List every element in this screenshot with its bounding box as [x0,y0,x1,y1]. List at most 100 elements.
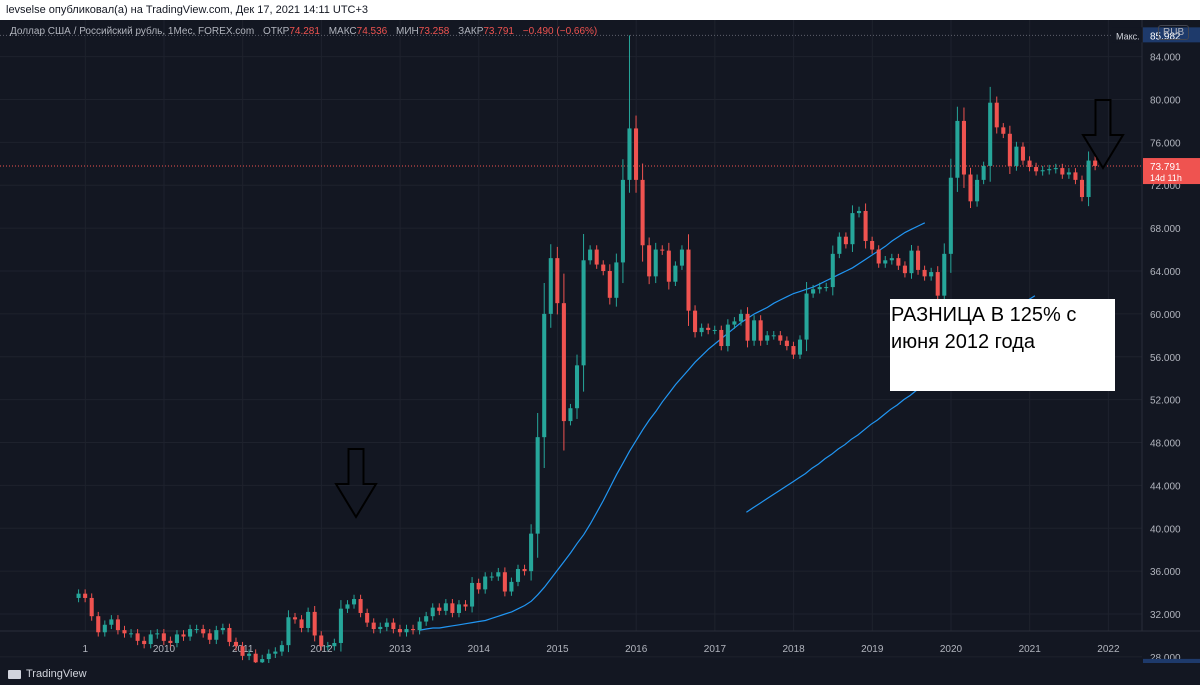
candle-body [942,253,947,296]
candle-body [725,324,730,347]
candle-body [581,260,586,366]
last-price-value: 73.791 [1150,162,1181,173]
candle-body [358,599,363,613]
candle-body [647,245,652,277]
candle-body [732,321,737,325]
x-tick-label: 2014 [468,644,491,655]
candle-body [666,250,671,282]
candle-body [351,599,357,605]
y-tick-label: 56.000 [1150,353,1181,364]
y-tick-label: 28.000 [1150,653,1181,663]
candle-body [247,653,252,656]
candle-body [397,629,402,633]
candle-body [76,593,81,598]
candle-body [817,287,822,290]
candle-body [391,622,396,630]
open-value: 74.281 [289,26,320,37]
candle-body [706,327,711,330]
y-tick-label: 68.000 [1150,224,1181,235]
candle-body [902,265,907,274]
candle-body [443,603,448,611]
candle-body [935,272,940,296]
candle-body [784,340,789,347]
candle-body [1047,169,1052,171]
min-price-value-bg [1143,658,1200,663]
moving-average-short [419,222,926,631]
candle-body [922,269,927,277]
candle-body [778,335,783,341]
candle-body [483,576,488,590]
candle-body [863,210,868,241]
candle-body [148,634,153,645]
max-price-tag-bg [1112,27,1142,43]
high-label: МАКС [328,26,357,37]
y-tick-label: 76.000 [1150,138,1181,149]
x-tick-label: 2015 [546,644,569,655]
x-tick-label: 2016 [625,644,648,655]
candle-body [929,272,934,277]
candle-body [1060,168,1065,175]
currency-unit-badge[interactable]: RUB [1158,25,1190,40]
candle-body [102,624,107,633]
candle-body [168,640,173,643]
candle-body [961,120,966,175]
open-label: ОТКР [262,26,290,37]
low-value: 73.258 [418,26,450,37]
candle-body [214,630,219,640]
x-tick-label: 1 [83,644,89,655]
y-tick-label: 64.000 [1150,267,1181,278]
candle-body [555,258,560,304]
candle-body [699,327,704,333]
candle-body [260,659,265,663]
min-price-tag-bg [1112,658,1142,663]
x-tick-label: 2010 [153,644,176,655]
candle-body [89,597,94,617]
candle-body [620,179,625,263]
candle-body [509,581,514,592]
candle-body [627,128,632,180]
bar-countdown: 14d 11h [1150,173,1182,183]
candle-body [896,258,901,266]
x-tick-label: 2022 [1097,644,1120,655]
candle-body [955,120,960,178]
x-tick-label: 2020 [940,644,963,655]
candle-body [450,603,455,613]
candle-body [515,569,521,582]
x-tick-label: 2013 [389,644,412,655]
max-price-value: 85.982 [1150,31,1181,42]
x-tick-label: 2021 [1019,644,1042,655]
candle-body [1034,167,1039,172]
candle-body [286,617,291,646]
candle-body [115,619,120,631]
max-price-value-bg [1143,27,1200,43]
candle-body [673,265,678,282]
candle-body [856,210,862,214]
candle-body [752,320,757,341]
down-arrow-2012-icon [334,448,378,519]
candle-body [424,616,429,622]
candle-body [568,408,573,422]
candle-body [470,582,475,607]
candle-body [771,335,776,337]
symbol-text: Доллар США / Российский рубль, 1Мес, FOR… [10,26,255,37]
candle-body [548,258,553,314]
change-value: −0.490 (−0.66%) [522,26,598,37]
candle-body [1053,168,1058,170]
candle-body [975,179,980,202]
y-tick-label: 48.000 [1150,439,1181,450]
candle-body [253,653,258,663]
candle-body [679,249,684,266]
candle-body [233,641,239,647]
candle-body [916,250,921,270]
candle-body [797,339,803,355]
candle-body [142,640,147,645]
candle-body [686,249,691,311]
y-tick-label: 80.000 [1150,95,1181,106]
tradingview-logo-icon [8,669,21,679]
candle-body [883,260,888,264]
candle-body [909,250,914,274]
candle-body [601,264,606,271]
last-price-badge [1143,158,1200,185]
candle-body [1066,172,1071,175]
candle-body [155,633,160,635]
